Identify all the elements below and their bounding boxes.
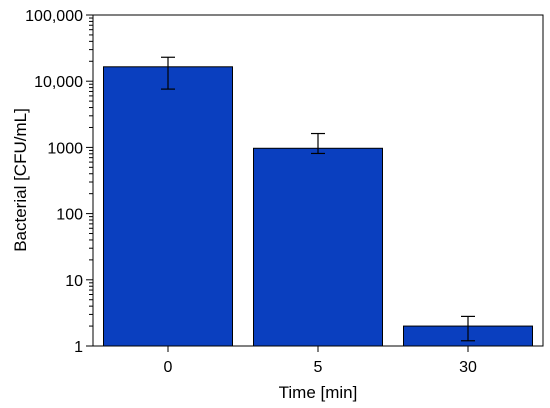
bar-5 — [253, 147, 383, 347]
x-tick-label: 30 — [459, 359, 477, 376]
x-tick-label: 5 — [314, 359, 323, 376]
y-tick-label: 10,000 — [34, 74, 83, 91]
bars-group — [103, 66, 533, 347]
y-tick-label: 1 — [74, 339, 83, 356]
y-tick-label: 100 — [56, 207, 83, 224]
y-tick-label: 100,000 — [25, 8, 83, 25]
error-bars-group — [161, 56, 475, 342]
y-tick-label: 10 — [65, 273, 83, 290]
y-tick-label: 1000 — [47, 140, 83, 157]
x-axis-title: Time [min] — [279, 383, 358, 402]
bar-0 — [103, 66, 233, 347]
x-tick-label: 0 — [164, 359, 173, 376]
y-axis: 1 10 100 1000 10,000 100,000 — [25, 8, 93, 356]
x-axis: 0 5 30 — [164, 346, 477, 376]
y-axis-title: Bacterial [CFU/mL] — [11, 108, 30, 252]
